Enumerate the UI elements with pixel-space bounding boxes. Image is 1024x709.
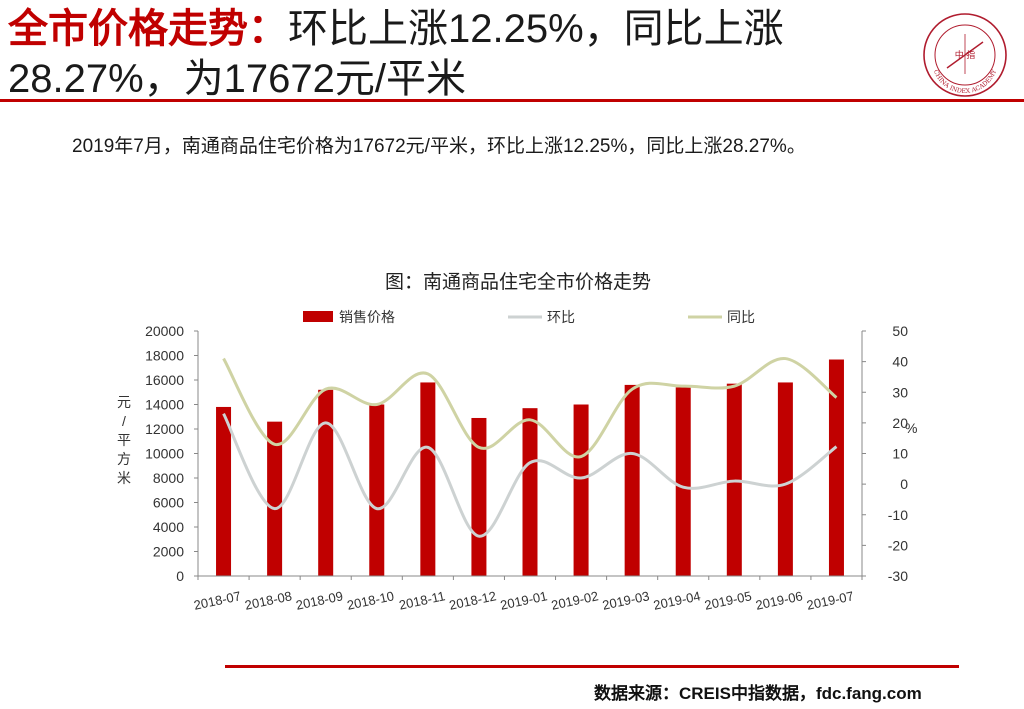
price-bar [573, 404, 589, 576]
right-tick-label: -30 [888, 568, 908, 584]
right-tick-label: 10 [892, 446, 908, 462]
x-tick-label: 2019-04 [652, 588, 702, 613]
right-tick-label: 50 [892, 323, 908, 339]
right-tick-label: -20 [888, 537, 908, 553]
legend-label-mom: 环比 [547, 309, 575, 325]
price-bar [624, 384, 640, 576]
summary-text: 2019年7月，南通商品住宅价格为17672元/平米，环比上涨12.25%，同比… [72, 136, 806, 157]
price-bar [675, 387, 691, 576]
right-tick-label: 30 [892, 384, 908, 400]
x-axis: 2018-07 2018-08 2018-09 2018-10 2018-11 2018-… [192, 575, 863, 613]
left-tick-label: 0 [176, 568, 184, 584]
legend-swatch-price [303, 311, 333, 322]
left-tick-label: 12000 [145, 421, 184, 437]
price-trend-chart: 图：南通商品住宅全市价格走势 销售价格 环比 同比 0 2000 4000 6000 800… [117, 271, 917, 613]
left-tick-label: 8000 [153, 470, 184, 486]
price-bar [216, 406, 232, 576]
x-tick-label: 2018-07 [192, 588, 242, 613]
left-tick-label: 2000 [153, 544, 184, 560]
left-tick-label: 10000 [145, 446, 184, 462]
x-tick-label: 2019-06 [754, 588, 804, 613]
right-tick-label: 40 [892, 354, 908, 370]
right-tick-label: 20 [892, 415, 908, 431]
trend-lines [222, 357, 838, 538]
price-bar [267, 421, 283, 576]
yoy-line [222, 357, 838, 459]
left-axis-label: 元 / 平方米 [117, 394, 131, 486]
data-source: 数据来源：CREIS中指数据，fdc.fang.com [594, 684, 922, 703]
right-axis-label: % [905, 420, 917, 436]
left-axis-label-char: 元 [117, 394, 131, 410]
chart-legend: 销售价格 环比 同比 [303, 309, 755, 325]
title-highlight: 全市价格走势： [8, 7, 288, 51]
chart-title: 图：南通商品住宅全市价格走势 [385, 271, 651, 293]
left-tick-label: 16000 [145, 372, 184, 388]
x-tick-label: 2018-10 [346, 588, 396, 613]
logo-inner-text: 中 指 [955, 49, 976, 60]
price-bar [318, 389, 334, 576]
title-rest: 环比上涨12.25%，同比上涨28.27%，为17672元/平米 [8, 7, 784, 101]
china-index-academy-logo: CHINA INDEX ACADEMY 中 指 [923, 13, 1007, 97]
legend-label-price: 销售价格 [339, 309, 395, 325]
left-tick-label: 14000 [145, 397, 184, 413]
x-tick-label: 2018-08 [243, 588, 293, 613]
left-tick-label: 4000 [153, 519, 184, 535]
left-axis-label-char: 米 [117, 470, 131, 486]
right-tick-label: -10 [888, 507, 908, 523]
left-axis-label-char: / [122, 413, 126, 429]
x-tick-label: 2019-07 [805, 588, 855, 613]
x-tick-label: 2019-03 [601, 588, 651, 613]
x-tick-label: 2019-02 [550, 588, 600, 613]
price-bar [420, 382, 436, 576]
right-axis: -30 -20 -10 0 10 20 30 40 50% [861, 323, 917, 584]
x-tick-label: 2018-09 [295, 588, 345, 613]
mom-line [222, 412, 838, 538]
price-bar [828, 359, 844, 576]
price-bar [522, 408, 538, 576]
page-title: 全市价格走势：环比上涨12.25%，同比上涨28.27%，为17672元/平米 [8, 4, 908, 104]
x-tick-label: 2019-05 [703, 588, 753, 613]
price-bars [216, 359, 844, 576]
left-tick-label: 18000 [145, 348, 184, 364]
left-tick-label: 6000 [153, 495, 184, 511]
left-axis: 0 2000 4000 6000 8000 10000 12000 14000 16000 180… [117, 323, 199, 584]
header-rule [0, 99, 1024, 102]
left-tick-label: 20000 [145, 323, 184, 339]
x-tick-label: 2018-12 [448, 588, 498, 613]
left-axis-label-char: 方 [117, 451, 131, 467]
legend-label-yoy: 同比 [727, 309, 755, 325]
price-bar [777, 382, 793, 576]
footer-rule [225, 665, 959, 668]
price-bar [369, 404, 385, 576]
x-tick-label: 2019-01 [499, 588, 549, 613]
left-axis-label-char: 平 [117, 432, 131, 448]
x-tick-label: 2018-11 [398, 588, 447, 612]
right-tick-label: 0 [900, 476, 908, 492]
